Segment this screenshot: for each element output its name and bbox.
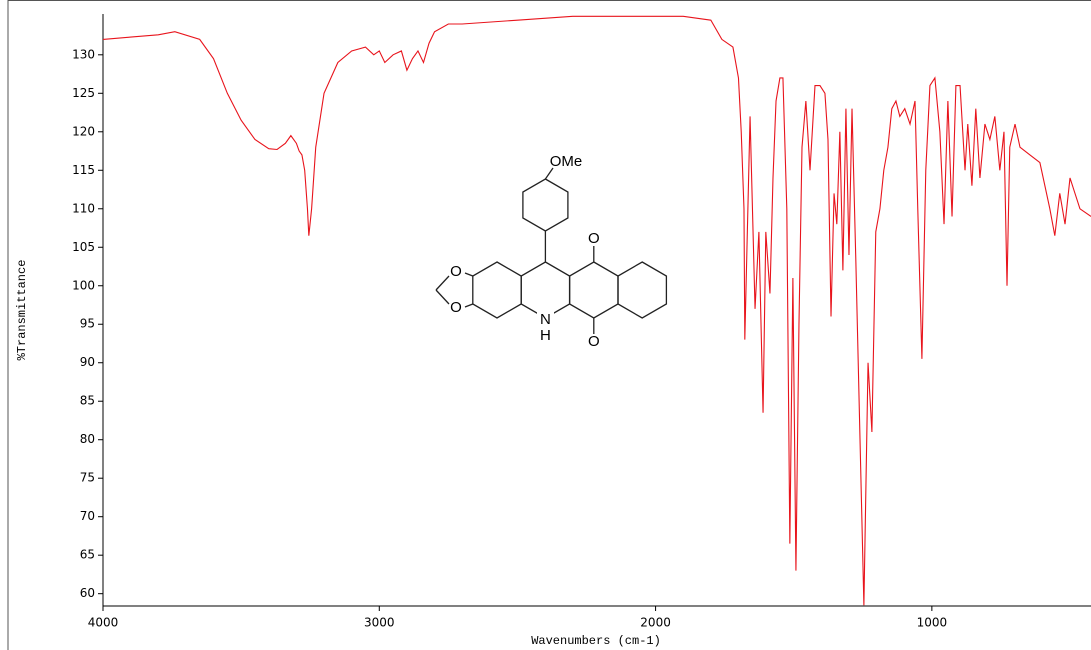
atom-label: N (540, 311, 551, 328)
y-tick-label: 125 (72, 86, 95, 100)
atom-label: O (450, 263, 462, 280)
atom-label: O (588, 230, 600, 247)
y-tick-label: 110 (72, 201, 95, 215)
y-tick-label: 80 (80, 432, 95, 446)
bond (464, 272, 474, 277)
y-tick-label: 60 (80, 586, 95, 600)
atom-label: H (540, 327, 551, 344)
y-tick-label: 95 (80, 317, 95, 331)
y-axis-label: %Transmittance (15, 260, 29, 361)
y-tick-label: 75 (80, 471, 95, 485)
x-tick-label: 4000 (88, 616, 119, 630)
x-tick-label: 2000 (640, 616, 671, 630)
y-tick-label: 70 (80, 509, 95, 523)
y-tick-label: 65 (80, 548, 95, 562)
y-tick-label: 105 (72, 240, 95, 254)
bond (544, 167, 554, 180)
y-tick-label: 120 (72, 124, 95, 138)
atom-label: OMe (550, 153, 583, 170)
y-tick-label: 85 (80, 394, 95, 408)
molecule: OMe O O N H O O (435, 153, 668, 350)
y-tick-label: 90 (80, 355, 95, 369)
bond (435, 275, 450, 291)
bond (464, 303, 474, 308)
x-tick-label: 3000 (364, 616, 395, 630)
ring (617, 261, 668, 319)
atom-label: O (588, 333, 600, 350)
x-axis-label: Wavenumbers (cm-1) (531, 634, 661, 648)
y-tick-label: 115 (72, 163, 95, 177)
y-tick-label: 130 (72, 47, 95, 61)
bond (435, 289, 450, 305)
label-bg (537, 312, 554, 326)
atom-label: O (450, 299, 462, 316)
spectrum-line (102, 15, 1091, 606)
y-tick-label: 100 (72, 278, 95, 292)
x-tick-label: 1000 (917, 616, 948, 630)
